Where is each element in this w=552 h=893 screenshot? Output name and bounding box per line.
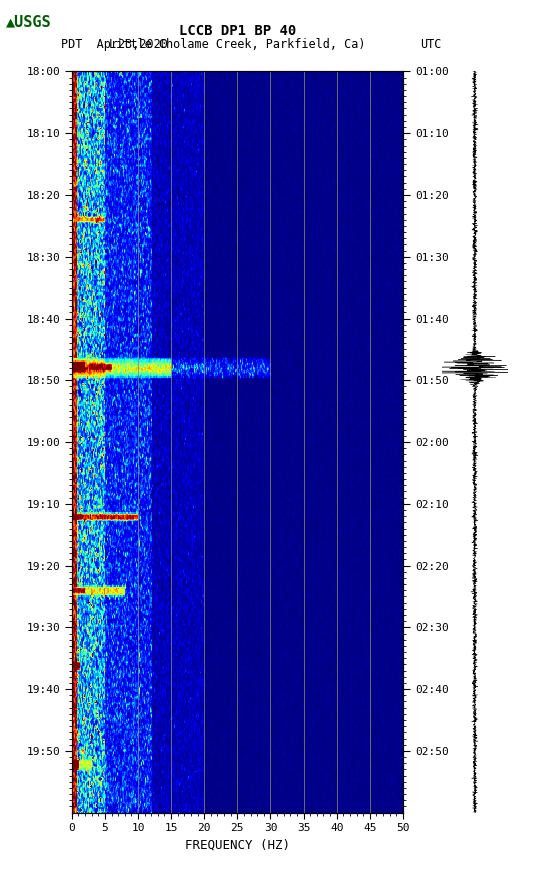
- Text: Little Cholame Creek, Parkfield, Ca): Little Cholame Creek, Parkfield, Ca): [109, 38, 365, 51]
- Text: UTC: UTC: [420, 38, 441, 51]
- Text: ▲USGS: ▲USGS: [6, 15, 51, 29]
- Text: LCCB DP1 BP 40: LCCB DP1 BP 40: [179, 24, 296, 38]
- Text: PDT  Apr23,2020: PDT Apr23,2020: [61, 38, 168, 51]
- X-axis label: FREQUENCY (HZ): FREQUENCY (HZ): [185, 839, 290, 852]
